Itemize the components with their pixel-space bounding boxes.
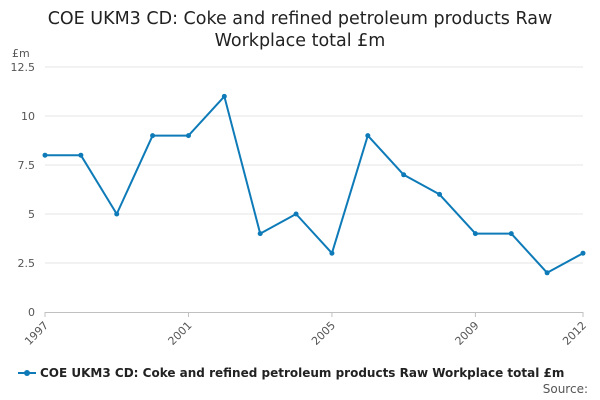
- axes: 0 2.5 5 7.5 10 12.5 1997 2001 2005 2009 2012: [11, 61, 590, 348]
- data-point[interactable]: [221, 93, 227, 99]
- x-tick-label: 2005: [309, 319, 338, 348]
- data-point[interactable]: [78, 152, 84, 158]
- data-point[interactable]: [472, 231, 478, 237]
- grid-lines: [45, 66, 583, 264]
- y-axis-unit-label: £m: [12, 47, 30, 60]
- data-point[interactable]: [257, 231, 263, 237]
- y-tick-label: 10: [21, 110, 35, 123]
- x-tick-label: 1997: [22, 319, 51, 348]
- x-tick-label: 2009: [453, 319, 482, 348]
- data-point[interactable]: [293, 211, 299, 217]
- y-tick-label: 5: [28, 208, 35, 221]
- legend-line-swatch-icon: [18, 368, 36, 378]
- chart-title-line-2: Workplace total £m: [214, 31, 386, 51]
- x-tick-label: 2001: [166, 319, 195, 348]
- data-point[interactable]: [150, 133, 156, 139]
- data-point[interactable]: [42, 152, 48, 158]
- series-layer: [42, 93, 586, 276]
- legend-entry-label: COE UKM3 CD: Coke and refined petroleum …: [40, 366, 565, 380]
- data-point[interactable]: [437, 191, 443, 197]
- series-line: [45, 95, 584, 274]
- data-point[interactable]: [329, 250, 335, 256]
- legend[interactable]: COE UKM3 CD: Coke and refined petroleum …: [18, 366, 564, 380]
- data-point[interactable]: [580, 250, 586, 256]
- source-label: Source:: [542, 382, 588, 396]
- data-point[interactable]: [401, 172, 407, 178]
- x-tick-label: 2012: [560, 319, 589, 348]
- y-tick-label: 0: [28, 306, 35, 319]
- y-tick-label: 12.5: [11, 61, 36, 74]
- data-point[interactable]: [185, 133, 191, 139]
- data-point[interactable]: [508, 231, 514, 237]
- data-point[interactable]: [365, 133, 371, 139]
- chart-title: COE UKM3 CD: Coke and refined petroleum …: [0, 8, 600, 52]
- y-tick-label: 2.5: [18, 257, 36, 270]
- data-point[interactable]: [544, 270, 550, 276]
- y-tick-label: 7.5: [18, 159, 36, 172]
- chart-title-line-1: COE UKM3 CD: Coke and refined petroleum …: [47, 9, 553, 29]
- data-point[interactable]: [114, 211, 120, 217]
